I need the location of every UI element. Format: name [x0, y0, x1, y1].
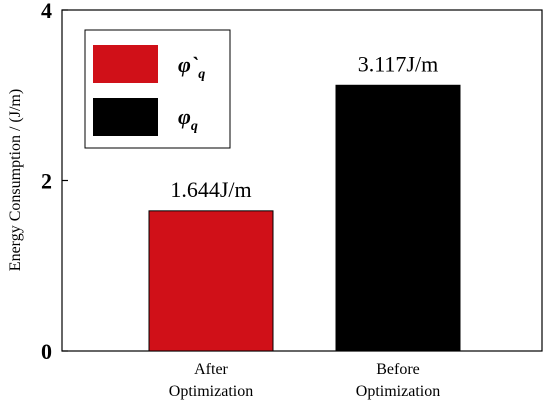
- x-category-label: After: [194, 361, 228, 378]
- bar-data-label: 3.117J/m: [358, 51, 438, 76]
- bar-data-label: 1.644J/m: [170, 177, 251, 202]
- legend-swatch-before: [93, 98, 158, 136]
- bars-group: 1.644J/m 3.117J/m: [148, 51, 461, 352]
- y-tick-label: 2: [41, 169, 52, 194]
- legend-swatch-after: [93, 45, 158, 83]
- x-category-label: Optimization: [356, 383, 440, 400]
- bar: [335, 84, 461, 352]
- bar: [148, 210, 274, 352]
- x-category-label: Before: [376, 361, 420, 378]
- y-tick-label: 0: [41, 339, 52, 364]
- x-axis: After Optimization Before Optimization: [169, 361, 440, 400]
- y-axis: 0 2 4: [41, 0, 68, 364]
- legend: φ`q φq: [84, 29, 231, 149]
- legend-label-before: φq: [178, 104, 198, 134]
- legend-label-after: φ`q: [178, 52, 205, 82]
- y-tick-label: 4: [41, 0, 52, 23]
- y-axis-label: Energy Consumption / (J/m): [7, 89, 24, 271]
- x-category-label: Optimization: [169, 383, 253, 400]
